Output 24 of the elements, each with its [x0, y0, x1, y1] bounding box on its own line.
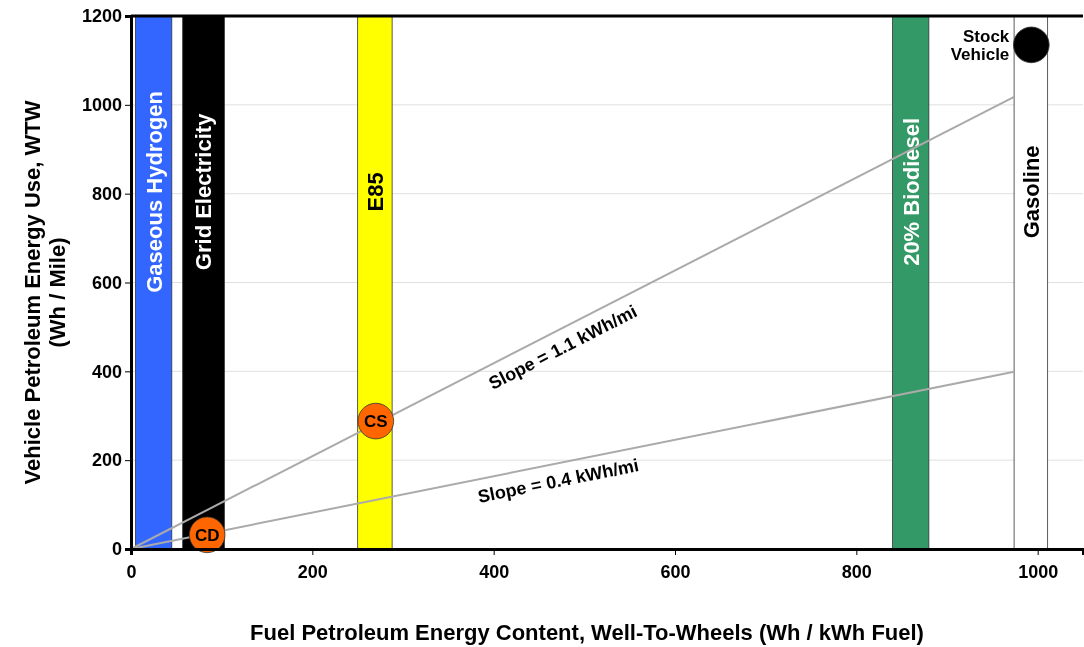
band-label: 20% Biodiesel [898, 117, 924, 266]
annotation: CD [194, 525, 220, 545]
x-tick-label: 800 [841, 561, 872, 582]
x-tick-label: 1000 [1018, 561, 1059, 582]
text: Slope = 0.4 kWh/mi [476, 455, 641, 507]
band-label: E85 [362, 172, 388, 212]
band-label: Gasoline [1018, 145, 1044, 239]
y-tick-label: 200 [91, 450, 122, 471]
y-tick-label: 600 [91, 272, 122, 293]
band-label: Gaseous Hydrogen [141, 91, 167, 293]
x-tick-label: 200 [297, 561, 328, 582]
y-tick-label: 800 [91, 183, 122, 204]
series-label: Stock Vehicle [950, 26, 1010, 65]
y-tick-label: 0 [111, 539, 122, 560]
y-axis-title: Vehicle Petroleum Energy Use, WTW (Wh / Mile) [20, 100, 71, 485]
x-tick-label: 600 [660, 561, 691, 582]
y-tick-label: 400 [91, 361, 122, 382]
x-tick-label: 0 [126, 561, 137, 582]
y-tick-label: 1200 [81, 6, 122, 27]
x-axis-title: Fuel Petroleum Energy Content, Well-To-Wheels (Wh / kWh Fuel) [250, 620, 924, 645]
band-label: Grid Electricity [191, 112, 217, 271]
annotation: CS [363, 412, 388, 432]
y-tick-label: 1000 [81, 95, 122, 116]
x-tick-label: 400 [479, 561, 510, 582]
